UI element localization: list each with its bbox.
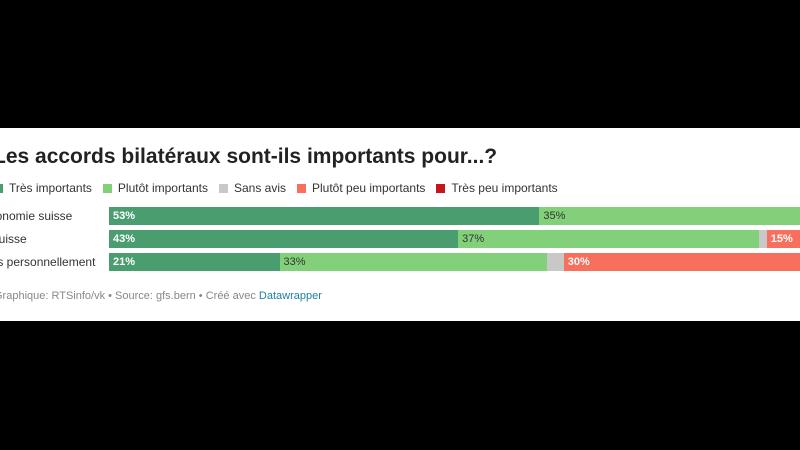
data-label: 53% [113, 210, 136, 222]
legend-label: Très importants [9, 181, 92, 195]
bar-row-la-suisse: la Suisse43%37%15%4% [0, 230, 800, 248]
category-label: vous personnellement [0, 255, 96, 269]
category-label: la Suisse [0, 232, 27, 246]
legend-item-tres-peu-importants: Très peu importants [436, 181, 558, 195]
data-label: 30% [567, 256, 590, 268]
legend-swatch [436, 183, 446, 193]
data-label: 43% [113, 233, 136, 245]
bar-segment-tres-importants [109, 207, 540, 225]
bar-segment-plutot-importants [279, 253, 548, 271]
bar-segment-sans-avis [758, 230, 767, 248]
data-label: 37% [462, 233, 485, 245]
chart-footer: Graphique: RTSinfo/vk • Source: gfs.bern… [0, 290, 322, 302]
legend-swatch [0, 183, 3, 193]
category-label: l'économie suisse [0, 209, 73, 223]
data-label: 33% [283, 256, 306, 268]
legend-label: Très peu importants [451, 181, 558, 195]
legend-item-plutot-importants: Plutôt importants [102, 181, 208, 195]
bar-track: 53%35%9% [109, 207, 800, 225]
data-label: 35% [543, 210, 566, 222]
legend-label: Plutôt peu importants [312, 181, 426, 195]
chart-panel: Les accords bilatéraux sont-ils importan… [0, 128, 800, 321]
legend-item-tres-importants: Très importants [0, 181, 92, 195]
data-label: 21% [113, 256, 136, 268]
chart-title: Les accords bilatéraux sont-ils importan… [0, 145, 498, 168]
bar-segment-sans-avis [547, 253, 564, 271]
chart-legend: Très importants Plutôt importants Sans avi… [0, 181, 569, 195]
footer-credits: Graphique: RTSinfo/vk • Source: gfs.bern… [0, 290, 259, 302]
legend-item-plutot-peu-importants: Plutôt peu importants [297, 181, 425, 195]
legend-swatch [102, 183, 112, 193]
bar-segment-plutot-peu-importants [563, 253, 800, 271]
bar-segment-plutot-importants [539, 207, 800, 225]
bar-segment-plutot-peu-importants [766, 230, 800, 248]
bar-track: 21%33%30%14% [109, 253, 800, 271]
legend-label: Sans avis [233, 181, 286, 195]
datawrapper-link[interactable]: Datawrapper [258, 290, 322, 302]
data-label: 15% [770, 233, 793, 245]
bar-segment-tres-importants [109, 230, 459, 248]
bar-segment-plutot-importants [458, 230, 759, 248]
legend-swatch [218, 183, 228, 193]
legend-label: Plutôt importants [117, 181, 208, 195]
legend-item-sans-avis: Sans avis [218, 181, 286, 195]
bar-segment-tres-importants [109, 253, 280, 271]
bar-track: 43%37%15%4% [109, 230, 800, 248]
legend-swatch [297, 183, 306, 193]
